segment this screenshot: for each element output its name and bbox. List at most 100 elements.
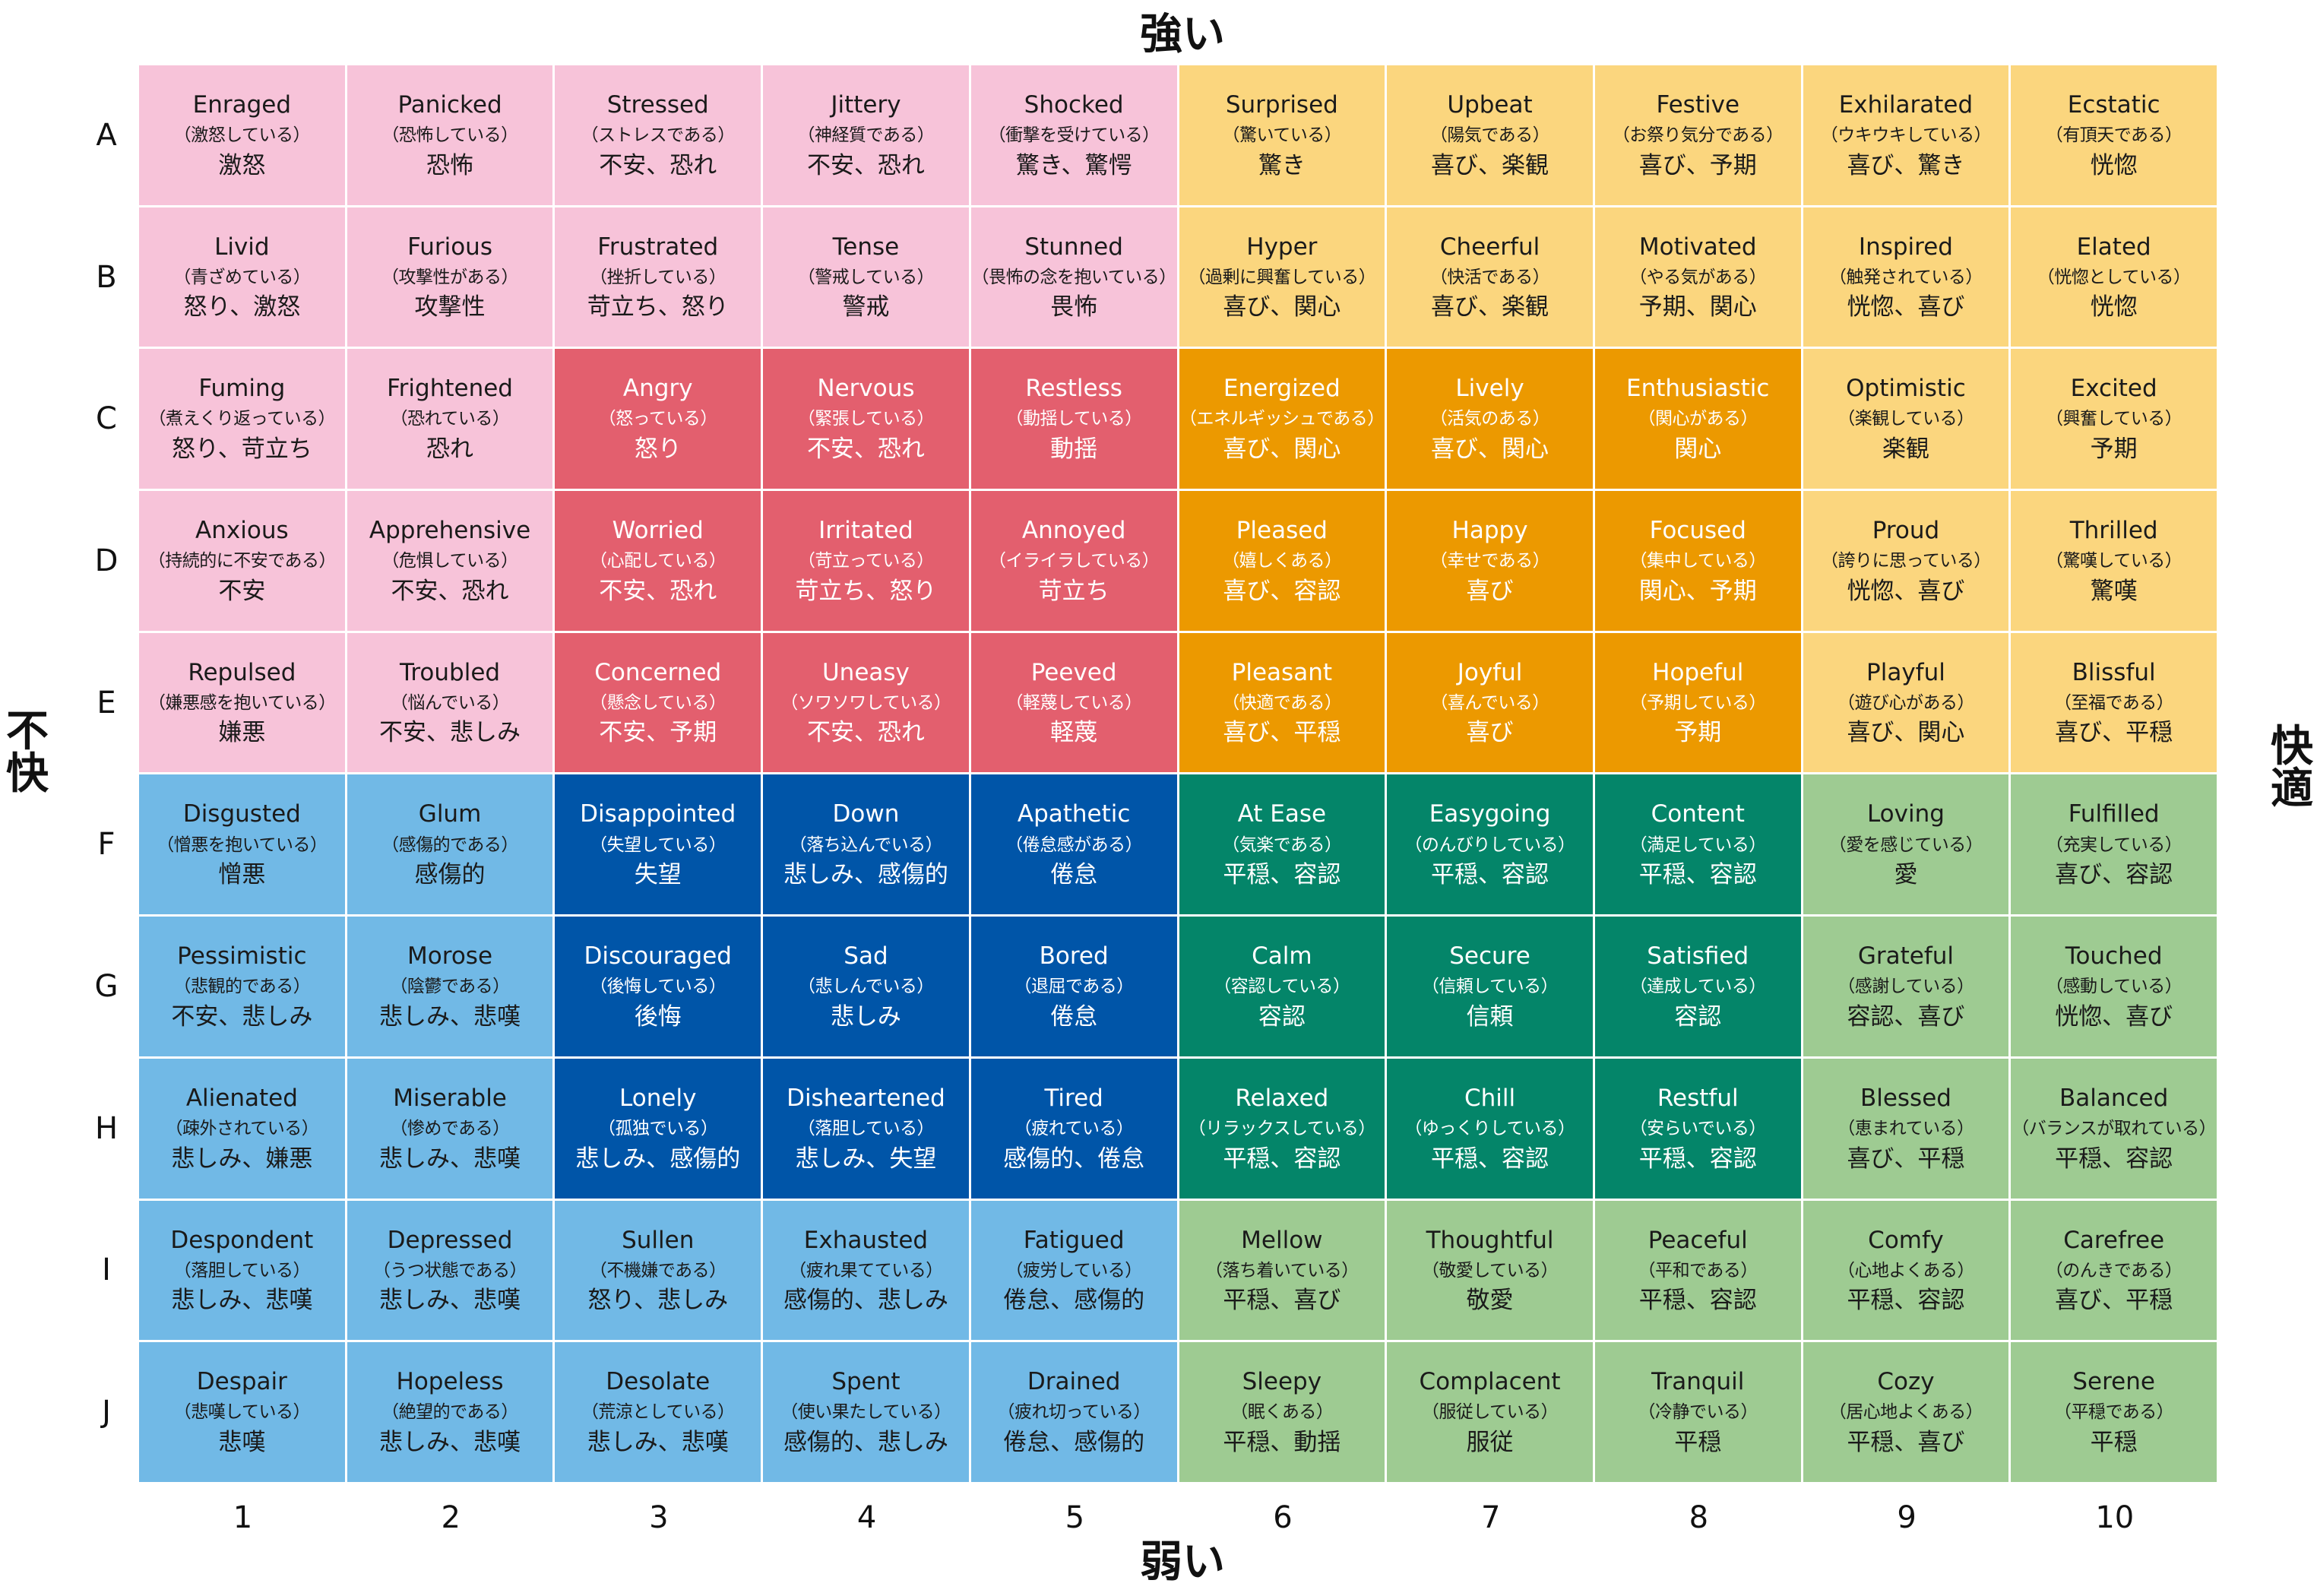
mood-category: 平穏、容認 <box>1431 861 1549 889</box>
row-label-D: D <box>94 543 119 578</box>
mood-category: 不安、恐れ <box>806 151 925 179</box>
mood-category: 悲しみ、悲嘆 <box>379 1145 521 1173</box>
mood-category: 平穏、容認 <box>2055 1145 2173 1173</box>
mood-japanese: （緊張している） <box>797 409 935 429</box>
mood-english: Sullen <box>622 1226 695 1254</box>
row-label-A: A <box>96 117 117 153</box>
mood-category: 不安、恐れ <box>391 577 509 605</box>
mood-cell-J7: Complacent （服従している） 服従 <box>1387 1342 1593 1482</box>
mood-cell-F5: Apathetic （倦怠感がある） 倦怠 <box>970 774 1177 915</box>
mood-english: Serene <box>2072 1368 2155 1396</box>
mood-cell-C5: Restless （動揺している） 動揺 <box>970 349 1177 489</box>
mood-english: Jittery <box>831 90 901 119</box>
mood-english: Secure <box>1449 942 1530 971</box>
mood-japanese: （眠くある） <box>1230 1402 1334 1423</box>
mood-category: 感傷的、悲しみ <box>783 1428 948 1456</box>
mood-japanese: （敬愛している） <box>1421 1260 1559 1281</box>
mood-english: Complacent <box>1419 1368 1561 1396</box>
mood-cell-D10: Thrilled （驚嘆している） 驚嘆 <box>2011 491 2217 631</box>
mood-cell-H2: Miserable （惨めである） 悲しみ、悲嘆 <box>347 1058 553 1199</box>
mood-category: 喜び、平穏 <box>1223 719 1341 747</box>
mood-category: 喜び、容認 <box>1223 577 1341 605</box>
mood-category: 倦怠 <box>1050 1002 1098 1031</box>
mood-english: Concerned <box>594 658 722 686</box>
column-label-6: 6 <box>1273 1500 1293 1535</box>
mood-cell-H9: Blessed （恵まれている） 喜び、平穏 <box>1803 1058 2009 1199</box>
mood-english: Content <box>1651 800 1745 828</box>
mood-cell-D8: Focused （集中している） 関心、予期 <box>1594 491 1801 631</box>
mood-category: 平穏、喜び <box>1847 1428 1965 1456</box>
mood-category: 喜び、関心 <box>1223 435 1341 464</box>
mood-category: 不安、恐れ <box>806 719 925 747</box>
mood-japanese: （ウキウキしている） <box>1820 125 1992 146</box>
mood-category: 怒り、苛立ち <box>171 435 312 464</box>
mood-japanese: （攻撃性がある） <box>381 267 519 287</box>
mood-category: 恍惚 <box>2090 293 2138 321</box>
mood-english: Satisfied <box>1647 942 1749 971</box>
mood-japanese: （疲れ果てている） <box>789 1260 943 1281</box>
mood-category: 平穏 <box>2090 1428 2138 1456</box>
mood-japanese: （悩んでいる） <box>390 692 510 713</box>
mood-category: 恍惚 <box>2090 151 2138 179</box>
mood-category: 倦怠、感傷的 <box>1003 1287 1145 1315</box>
mood-japanese: （疲れている） <box>1014 1118 1134 1138</box>
mood-category: 喜び、平穏 <box>1847 1145 1965 1173</box>
mood-english: Enraged <box>192 90 292 119</box>
mood-japanese: （絶望的である） <box>381 1402 518 1423</box>
mood-category: 平穏、動揺 <box>1223 1428 1341 1456</box>
mood-cell-E4: Uneasy （ソワソワしている） 不安、恐れ <box>763 632 969 773</box>
mood-cell-H4: Disheartened （落胆している） 悲しみ、失望 <box>763 1058 969 1199</box>
mood-english: Down <box>832 800 900 828</box>
mood-english: Playful <box>1866 658 1945 686</box>
column-label-2: 2 <box>441 1500 461 1535</box>
mood-english: Elated <box>2076 233 2151 261</box>
mood-english: Balanced <box>2059 1084 2169 1112</box>
mood-english: Livid <box>214 233 270 261</box>
mood-cell-J8: Tranquil （冷静でいる） 平穏 <box>1594 1342 1801 1482</box>
mood-category: 不安 <box>218 577 266 605</box>
mood-cell-A9: Exhilarated （ウキウキしている） 喜び、驚き <box>1803 65 2009 205</box>
axis-label-right: 快適 <box>2271 722 2313 814</box>
mood-category: 平穏、容認 <box>1638 1145 1757 1173</box>
mood-category: 激怒 <box>218 151 266 179</box>
column-label-7: 7 <box>1480 1500 1501 1535</box>
mood-cell-J6: Sleepy （眠くある） 平穏、動揺 <box>1179 1342 1385 1482</box>
mood-english: Pessimistic <box>177 942 307 971</box>
mood-english: Furious <box>407 233 492 261</box>
mood-category: 悲しみ、感傷的 <box>575 1145 741 1173</box>
mood-cell-C6: Energized （エネルギッシュである） 喜び、関心 <box>1179 349 1385 489</box>
column-label-3: 3 <box>649 1500 669 1535</box>
mood-english: Excited <box>2070 375 2157 403</box>
mood-category: 感傷的 <box>414 861 486 889</box>
mood-english: Motivated <box>1638 233 1757 261</box>
mood-english: Fatigued <box>1023 1226 1125 1254</box>
mood-cell-C4: Nervous （緊張している） 不安、恐れ <box>763 349 969 489</box>
mood-category: 喜び、関心 <box>1431 435 1549 464</box>
mood-english: Exhilarated <box>1838 90 1974 119</box>
mood-english: Chill <box>1464 1084 1516 1112</box>
mood-cell-I6: Mellow （落ち着いている） 平穏、喜び <box>1179 1200 1385 1341</box>
mood-japanese: （信頼している） <box>1421 977 1559 997</box>
mood-japanese: （孤独でいる） <box>597 1118 718 1138</box>
mood-cell-C10: Excited （興奮している） 予期 <box>2011 349 2217 489</box>
mood-japanese: （驚いている） <box>1222 125 1342 146</box>
mood-cell-J3: Desolate （荒涼としている） 悲しみ、悲嘆 <box>555 1342 761 1482</box>
mood-japanese: （落胆している） <box>173 1260 311 1281</box>
mood-english: Despondent <box>170 1226 314 1254</box>
mood-cell-G7: Secure （信頼している） 信頼 <box>1387 917 1593 1056</box>
mood-english: Repulsed <box>188 658 296 686</box>
mood-english: Depressed <box>387 1226 513 1254</box>
mood-japanese: （使い果たしている） <box>780 1402 951 1423</box>
mood-japanese: （心地よくある） <box>1837 1260 1975 1281</box>
mood-cell-H7: Chill （ゆっくりしている） 平穏、容認 <box>1387 1058 1593 1199</box>
mood-english: Apprehensive <box>369 517 531 545</box>
mood-japanese: （不機嫌である） <box>589 1260 726 1281</box>
mood-english: Thrilled <box>2069 517 2158 545</box>
mood-english: Energized <box>1223 375 1341 403</box>
mood-cell-I3: Sullen （不機嫌である） 怒り、悲しみ <box>555 1200 761 1341</box>
mood-cell-B1: Livid （青ざめている） 怒り、激怒 <box>139 207 345 347</box>
mood-english: Miserable <box>393 1084 507 1112</box>
mood-cell-H6: Relaxed （リラックスしている） 平穏、容認 <box>1179 1058 1385 1199</box>
mood-japanese: （憎悪を抱いている） <box>157 834 328 855</box>
mood-cell-E3: Concerned （懸念している） 不安、予期 <box>555 632 761 773</box>
